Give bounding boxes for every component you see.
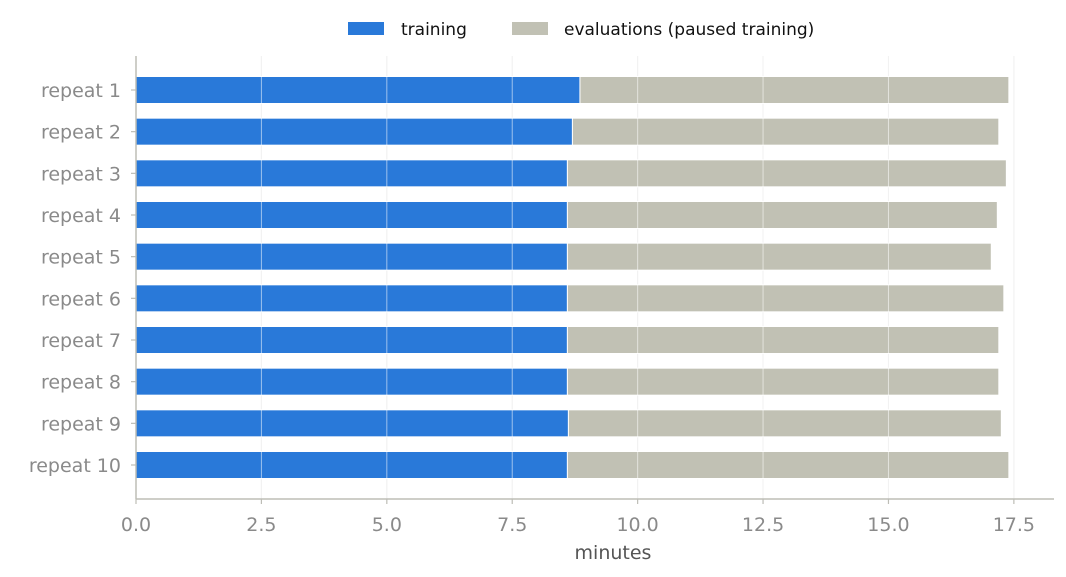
bar-evaluations-1 — [579, 76, 1010, 104]
bar-training-2 — [135, 117, 573, 146]
bar-training-4 — [135, 201, 568, 229]
category-label: repeat 3 — [41, 163, 121, 185]
bar-training-9 — [135, 409, 569, 438]
bar-evaluations-2 — [571, 117, 1000, 146]
category-label: repeat 5 — [41, 247, 121, 269]
x-tick-label: 5.0 — [372, 514, 402, 536]
x-tick-label: 7.5 — [497, 514, 527, 536]
axes: 0.0 2.5 5.0 7.5 10.0 12.5 15.0 17.5 repeat 1 repe… — [29, 56, 1054, 564]
x-tick-label: 12.5 — [742, 514, 784, 536]
category-label: repeat 6 — [41, 288, 121, 310]
x-tick-label: 0.0 — [121, 514, 151, 536]
bar-training-10 — [135, 451, 568, 479]
legend-label-evaluations: evaluations (paused training) — [564, 20, 814, 40]
x-tick-label: 10.0 — [616, 514, 658, 536]
x-axis-title: minutes — [575, 542, 652, 564]
bar-training-5 — [135, 242, 568, 271]
bars — [135, 56, 1015, 499]
bar-training-7 — [135, 326, 568, 354]
bar-evaluations-3 — [566, 159, 1007, 188]
category-label: repeat 8 — [41, 372, 121, 394]
category-label: repeat 4 — [41, 205, 121, 227]
bar-evaluations-10 — [566, 451, 1010, 479]
legend-label-training: training — [401, 20, 467, 40]
bar-evaluations-6 — [566, 284, 1005, 313]
category-label: repeat 10 — [29, 455, 121, 477]
bar-training-3 — [135, 159, 568, 188]
category-label: repeat 7 — [41, 330, 121, 352]
bar-training-1 — [135, 76, 581, 104]
bar-evaluations-8 — [566, 367, 1000, 396]
x-tick-label: 2.5 — [246, 514, 276, 536]
x-tick-label: 15.0 — [867, 514, 909, 536]
bar-evaluations-7 — [566, 326, 1000, 354]
bar-evaluations-4 — [566, 201, 998, 229]
x-tick-label: 17.5 — [993, 514, 1035, 536]
bar-evaluations-5 — [566, 242, 992, 271]
legend: training evaluations (paused training) — [348, 20, 814, 40]
category-label: repeat 9 — [41, 413, 121, 435]
category-label: repeat 2 — [41, 122, 121, 144]
bar-evaluations-9 — [567, 409, 1002, 438]
legend-swatch-training — [348, 22, 384, 35]
legend-swatch-evaluations — [512, 22, 548, 35]
bar-training-6 — [135, 284, 568, 313]
bar-training-8 — [135, 367, 568, 396]
category-label: repeat 1 — [41, 80, 121, 102]
